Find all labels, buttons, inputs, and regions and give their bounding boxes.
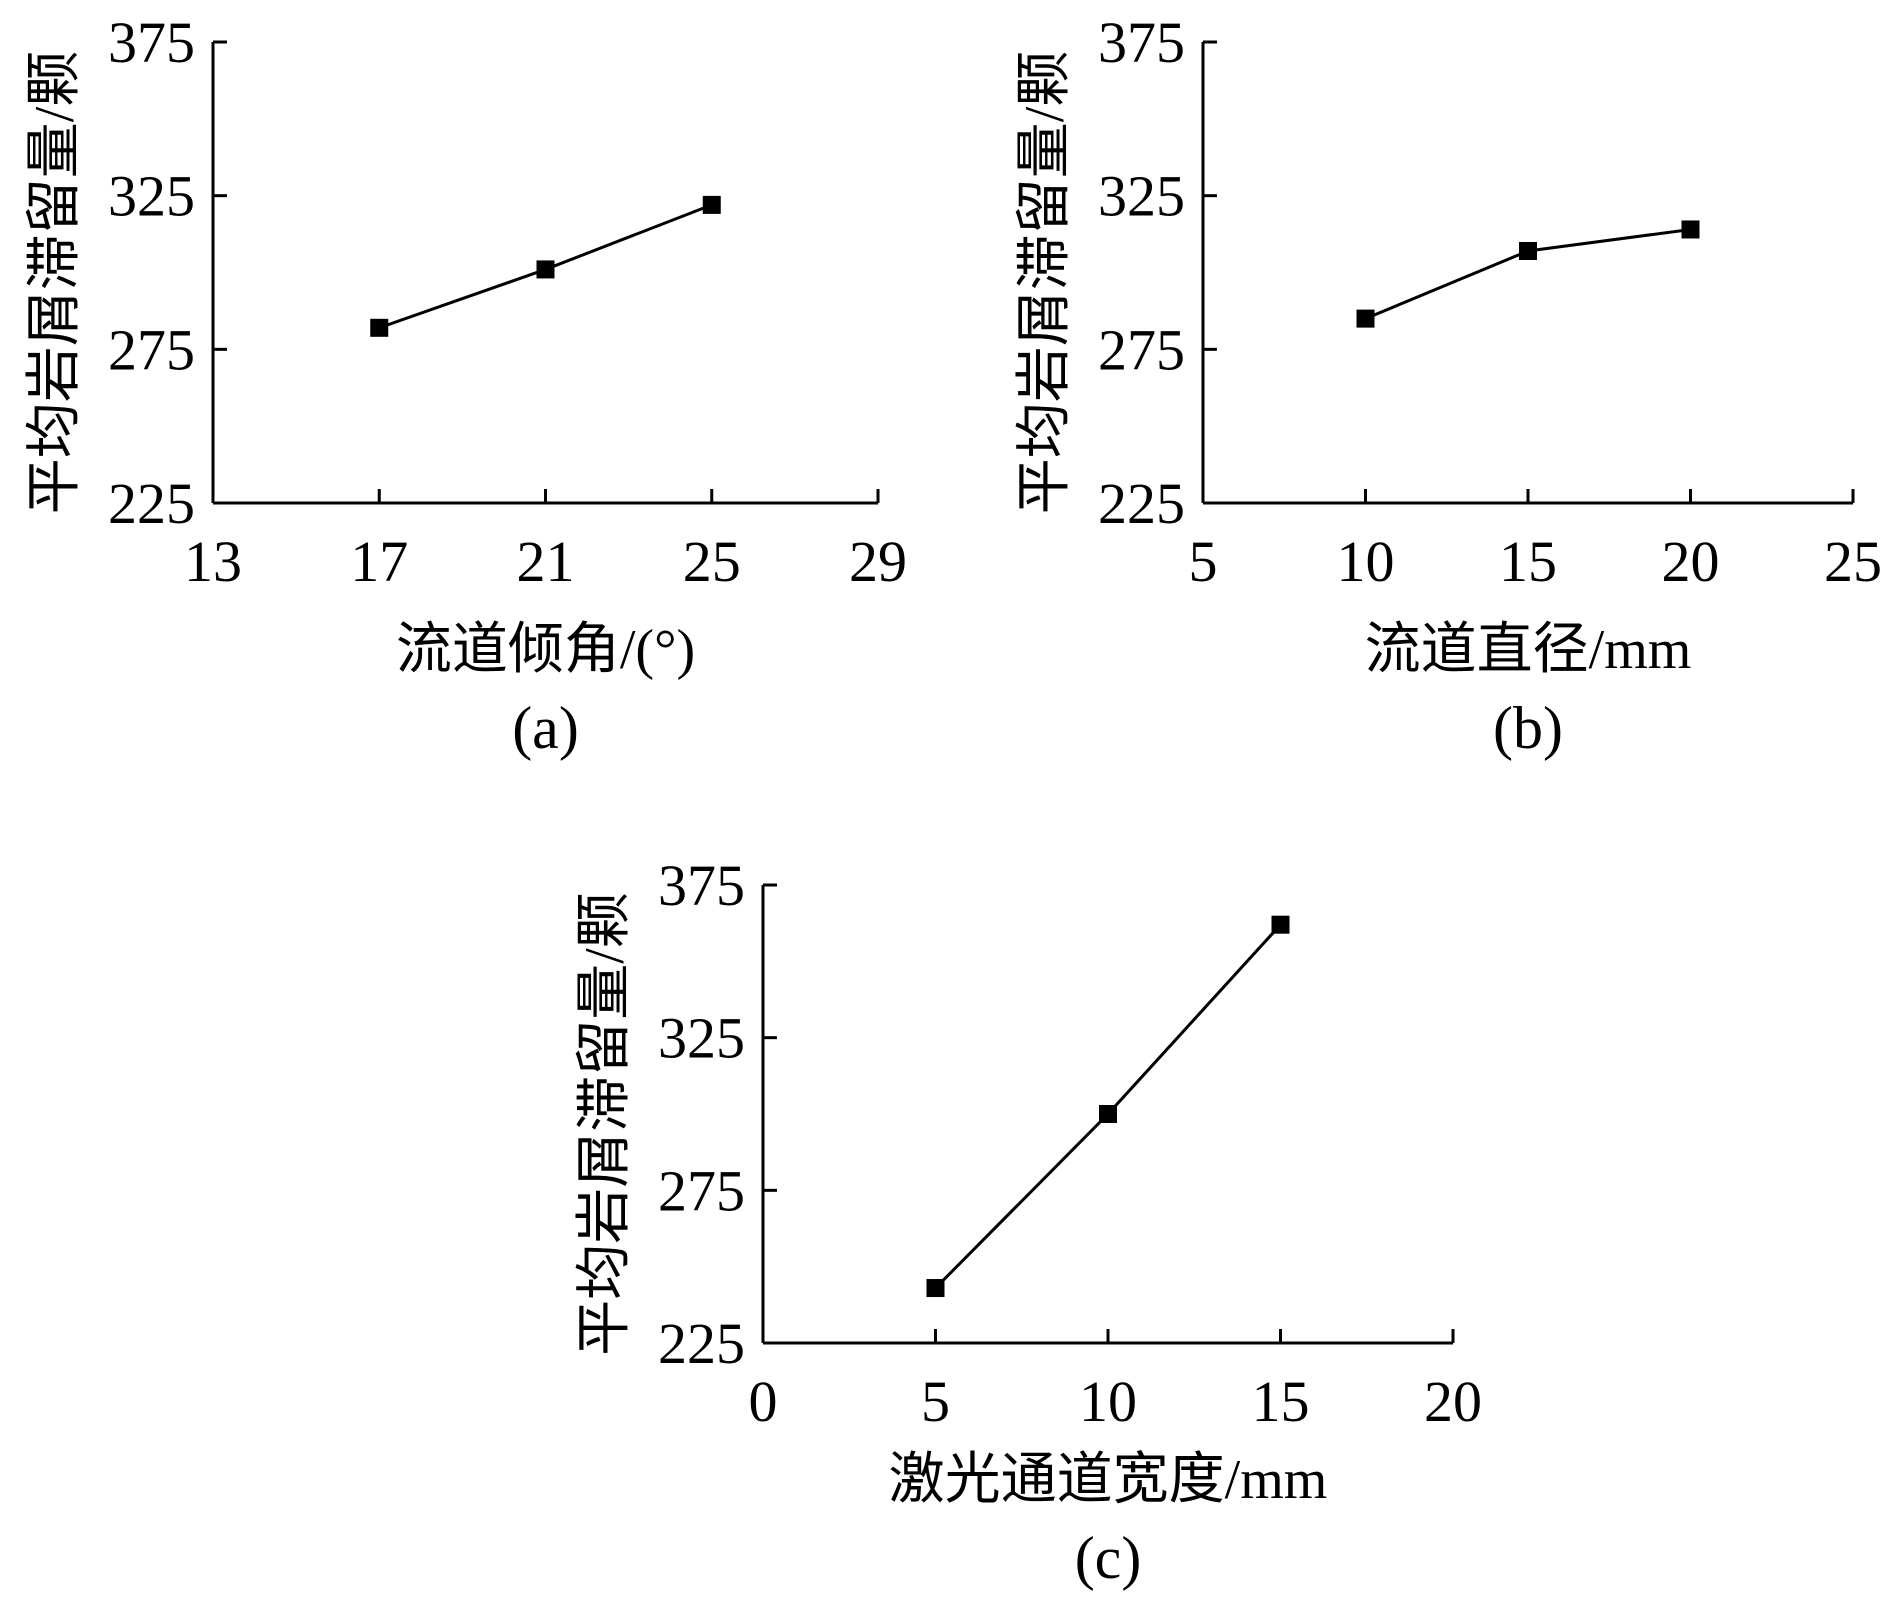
- chart-c-x-tick-label: 15: [1252, 1369, 1310, 1434]
- chart-a-data-point: [370, 318, 389, 337]
- chart-b-x-tick-label: 10: [1337, 529, 1395, 594]
- chart-c-y-tick-label: 225: [658, 1311, 745, 1376]
- chart-a-y-axis-title: 平均岩屑滞留量/颗: [24, 51, 86, 515]
- chart-c-data-point: [1271, 915, 1290, 934]
- chart-a-x-tick-label: 13: [184, 529, 242, 594]
- chart-c-x-tick-label: 5: [921, 1369, 950, 1434]
- chart-a-y-tick-label: 225: [108, 471, 195, 536]
- chart-b-data-point: [1519, 241, 1537, 260]
- chart-b-x-tick-label: 20: [1662, 529, 1720, 594]
- chart-a-panel-label: (a): [512, 695, 579, 761]
- chart-b-y-tick-label: 275: [1098, 317, 1185, 382]
- chart-b-x-tick-label: 25: [1824, 529, 1882, 594]
- chart-b-x-axis-title: 流道直径/mm: [1365, 619, 1692, 681]
- chart-a-y-tick-label: 325: [108, 164, 195, 229]
- chart-b-x-tick-label: 5: [1189, 529, 1218, 594]
- chart-a-x-tick-label: 17: [350, 529, 408, 594]
- chart-a-x-tick-label: 21: [517, 529, 575, 594]
- chart-c-x-tick-label: 10: [1079, 1369, 1137, 1434]
- chart-b-panel-label: (b): [1493, 695, 1563, 761]
- chart-b-y-tick-label: 325: [1098, 164, 1185, 229]
- chart-c-panel-label: (c): [1075, 1525, 1142, 1591]
- chart-a-data-point: [536, 260, 555, 279]
- chart-c-y-tick-label: 375: [658, 853, 745, 918]
- chart-c-x-tick-label: 20: [1424, 1369, 1482, 1434]
- chart-b-x-tick-label: 15: [1499, 529, 1557, 594]
- chart-a-x-tick-label: 29: [849, 529, 907, 594]
- chart-b-y-axis-title: 平均岩屑滞留量/颗: [1014, 51, 1076, 515]
- chart-c-y-axis-title: 平均岩屑滞留量/颗: [574, 892, 636, 1356]
- chart-a-x-axis-title: 流道倾角/(°): [396, 619, 695, 681]
- chart-c-y-tick-label: 275: [658, 1158, 745, 1223]
- chart-a-y-tick-label: 375: [108, 10, 195, 75]
- chart-c-data-point: [926, 1279, 945, 1298]
- chart-b-y-tick-label: 375: [1098, 10, 1185, 75]
- chart-c-data-point: [1099, 1105, 1117, 1123]
- chart-a-x-tick-label: 25: [683, 529, 741, 594]
- chart-b-data-point: [1356, 309, 1375, 328]
- chart-c-x-tick-label: 0: [749, 1369, 778, 1434]
- chart-b-data-point: [1681, 220, 1700, 239]
- chart-a-y-tick-label: 275: [108, 317, 195, 382]
- chart-b-y-tick-label: 225: [1098, 471, 1185, 536]
- chart-c-x-axis-title: 激光通道宽度/mm: [889, 1449, 1328, 1511]
- chart-c-y-tick-label: 325: [658, 1006, 745, 1071]
- chart-a-data-point: [702, 195, 721, 214]
